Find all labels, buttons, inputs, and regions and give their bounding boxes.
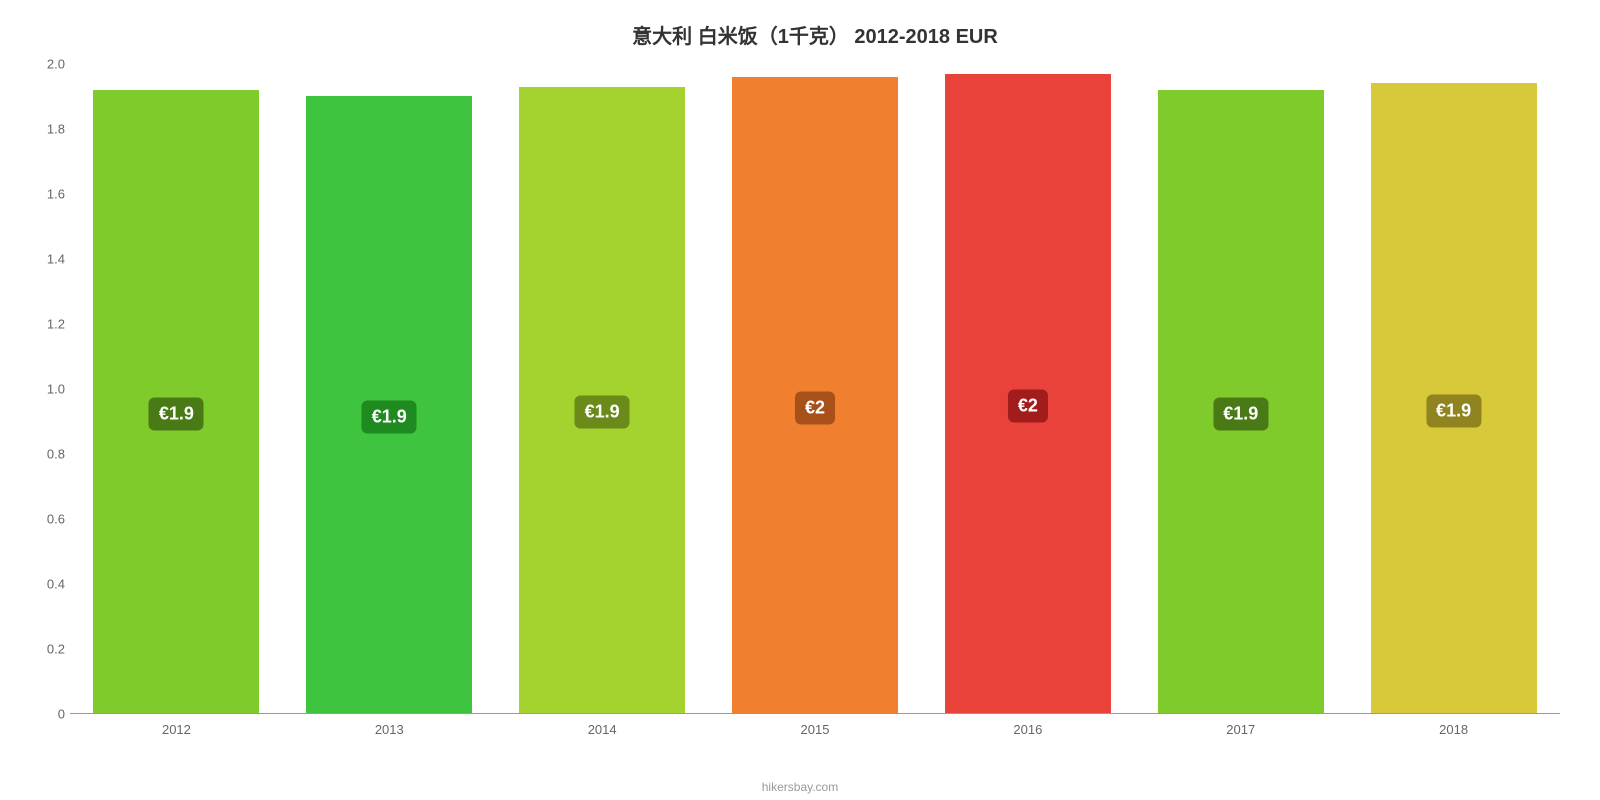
bar-value-label: €1.9 [362, 401, 417, 434]
x-tick: 2014 [496, 714, 709, 744]
credit-text: hikersbay.com [762, 780, 838, 794]
bars-region: €1.9 €1.9 €1.9 €2 €2 €1.9 €1.9 [70, 64, 1560, 714]
x-tick: 2017 [1134, 714, 1347, 744]
y-axis: 00.20.40.60.81.01.21.41.61.82.0 [20, 64, 65, 714]
bar-value-label: €2 [795, 391, 835, 424]
bar: €1.9 [1371, 83, 1537, 713]
bar-slot: €1.9 [70, 64, 283, 713]
y-tick: 0 [20, 707, 65, 722]
y-tick: 0.4 [20, 577, 65, 592]
bar-value-label: €1.9 [1426, 394, 1481, 427]
bar: €2 [732, 77, 898, 713]
y-tick: 1.2 [20, 317, 65, 332]
bar-value-label: €1.9 [575, 396, 630, 429]
x-tick: 2016 [921, 714, 1134, 744]
bar-slot: €2 [709, 64, 922, 713]
chart-container: 意大利 白米饭（1千克） 2012-2018 EUR 0 0.2 0.4 0.6 0.8… [0, 0, 1600, 800]
bar: €2 [945, 74, 1111, 713]
bar-slot: €1.9 [1347, 64, 1560, 713]
y-tick: 1.0 [20, 382, 65, 397]
bar-value-label: €1.9 [1213, 397, 1268, 430]
chart-title: 意大利 白米饭（1千克） 2012-2018 EUR [70, 20, 1560, 49]
x-tick: 2018 [1347, 714, 1560, 744]
y-tick: 1.4 [20, 252, 65, 267]
y-tick: 1.6 [20, 187, 65, 202]
y-tick: 0.2 [20, 642, 65, 657]
bar: €1.9 [1158, 90, 1324, 713]
bar: €1.9 [306, 96, 472, 713]
y-tick: 2.0 [20, 57, 65, 72]
bar: €1.9 [93, 90, 259, 713]
bar-slot: €1.9 [1134, 64, 1347, 713]
y-tick: 0.8 [20, 447, 65, 462]
bar-slot: €2 [921, 64, 1134, 713]
x-tick: 2013 [283, 714, 496, 744]
bar: €1.9 [519, 87, 685, 713]
bar-value-label: €2 [1008, 390, 1048, 423]
x-tick: 2012 [70, 714, 283, 744]
bar-value-label: €1.9 [149, 397, 204, 430]
x-tick: 2015 [709, 714, 922, 744]
plot-area: 00.20.40.60.81.01.21.41.61.82.0 €1.9€1.9… [70, 64, 1560, 744]
bar-slot: €1.9 [496, 64, 709, 713]
y-tick: 1.8 [20, 122, 65, 137]
x-axis: 2012201320142015201620172018 [70, 714, 1560, 744]
y-tick: 0.6 [20, 512, 65, 527]
bar-slot: €1.9 [283, 64, 496, 713]
